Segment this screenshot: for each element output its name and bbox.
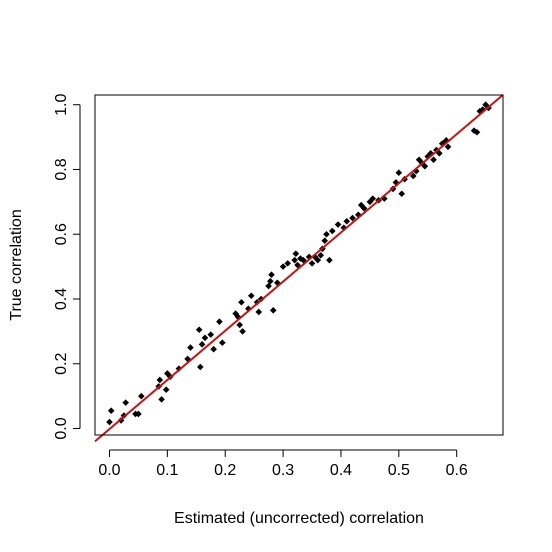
data-point <box>137 392 145 400</box>
data-point <box>284 260 292 267</box>
data-point <box>201 334 209 342</box>
data-point <box>369 195 377 202</box>
data-point <box>433 146 440 154</box>
data-point <box>300 256 307 264</box>
data-point <box>207 331 215 338</box>
y-tick-label: 0.2 <box>53 353 70 375</box>
data-point <box>267 277 274 285</box>
data-point <box>430 156 437 164</box>
data-point <box>279 263 287 270</box>
y-axis: 0.0 0.2 0.4 0.6 0.8 1.0 <box>53 93 81 440</box>
data-point <box>343 217 351 225</box>
data-point <box>412 167 420 175</box>
data-point <box>210 345 217 353</box>
data-point <box>239 328 246 335</box>
data-point <box>247 292 255 300</box>
data-point <box>255 308 263 316</box>
data-point <box>395 169 403 177</box>
fit-line-layer <box>94 94 504 443</box>
data-point <box>198 341 206 348</box>
data-point <box>323 230 330 238</box>
data-point <box>234 313 242 321</box>
data-point <box>349 214 356 222</box>
data-point <box>409 172 417 180</box>
y-tick-label: 0.4 <box>53 288 70 310</box>
data-point <box>438 140 446 147</box>
x-tick-label: 0.5 <box>388 462 410 479</box>
data-point <box>308 260 316 267</box>
x-tick-label: 0.3 <box>272 462 294 479</box>
fit-line <box>94 94 504 443</box>
x-tick-label: 0.4 <box>330 462 352 479</box>
data-point <box>216 318 223 325</box>
data-point <box>305 253 313 261</box>
data-point <box>392 179 400 186</box>
data-point <box>398 190 406 198</box>
data-point <box>473 128 481 136</box>
x-tick-label: 0.1 <box>156 462 178 479</box>
data-point <box>444 143 452 151</box>
data-point <box>326 256 333 264</box>
data-point <box>187 344 194 351</box>
data-point <box>184 355 191 363</box>
data-point <box>257 295 265 303</box>
data-point <box>238 298 245 306</box>
data-point <box>219 339 226 347</box>
data-point <box>268 271 275 279</box>
data-point <box>297 255 304 262</box>
x-tick-label: 0.2 <box>214 462 236 479</box>
data-point <box>317 251 325 259</box>
y-axis-title: True correlation <box>8 209 25 320</box>
data-point <box>328 227 336 235</box>
y-tick-label: 0.0 <box>53 417 70 439</box>
data-point <box>135 410 142 418</box>
y-tick-label: 0.6 <box>53 223 70 245</box>
x-tick-label: 0.6 <box>446 462 468 479</box>
y-tick-label: 1.0 <box>53 93 70 115</box>
data-point <box>334 221 342 228</box>
data-point <box>106 418 113 426</box>
data-point <box>360 205 368 212</box>
data-point <box>436 149 443 157</box>
x-tick-label: 0.0 <box>98 462 120 479</box>
data-point <box>273 279 281 287</box>
x-axis-title: Estimated (uncorrected) correlation <box>174 510 424 527</box>
data-point <box>162 386 170 393</box>
data-point <box>321 237 329 245</box>
data-point <box>197 363 204 371</box>
x-axis: 0.0 0.1 0.2 0.3 0.4 0.5 0.6 <box>98 449 468 479</box>
data-point <box>122 399 129 406</box>
data-point <box>355 211 362 219</box>
y-tick-label: 0.8 <box>53 158 70 180</box>
data-point <box>292 250 300 257</box>
data-point <box>158 396 165 403</box>
plot-frame <box>94 94 504 436</box>
data-point <box>442 137 450 144</box>
data-point <box>269 307 277 314</box>
data-point <box>314 256 322 264</box>
data-point <box>236 321 243 329</box>
data-point <box>421 162 429 170</box>
data-point <box>195 326 203 334</box>
data-point <box>156 376 164 384</box>
data-point <box>291 256 298 264</box>
data-point <box>107 407 115 415</box>
